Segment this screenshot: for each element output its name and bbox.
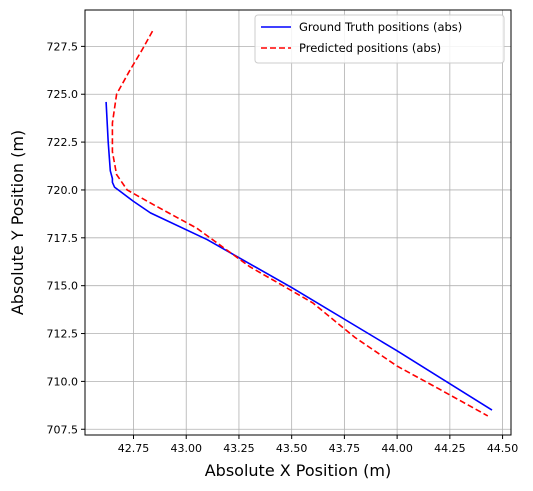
series-lines [105, 30, 493, 417]
series-line-1 [111, 30, 489, 417]
x-tick-label: 43.00 [170, 442, 202, 455]
x-axis-title: Absolute X Position (m) [205, 461, 392, 480]
x-tick-label: 44.00 [381, 442, 413, 455]
y-tick-label: 717.5 [47, 232, 79, 245]
y-tick-label: 707.5 [47, 423, 79, 436]
y-tick-label: 722.5 [47, 136, 79, 149]
x-axis: 42.75 43.00 43.25 43.50 43.75 44.00 44.25 44.50 [118, 435, 519, 455]
grid [85, 10, 511, 435]
y-tick-label: 712.5 [47, 328, 79, 341]
y-tick-label: 727.5 [47, 40, 79, 53]
y-tick-label: 710.0 [47, 375, 79, 388]
legend: Ground Truth positions (abs) Predicted po… [254, 14, 505, 64]
legend-label-1: Predicted positions (abs) [299, 41, 441, 55]
legend-label-0: Ground Truth positions (abs) [299, 20, 462, 34]
x-tick-label: 42.75 [118, 442, 150, 455]
x-tick-label: 44.50 [487, 442, 519, 455]
y-axis-title: Absolute Y Position (m) [8, 130, 27, 315]
y-tick-label: 720.0 [47, 184, 79, 197]
y-tick-label: 715.0 [47, 280, 79, 293]
y-tick-label: 725.0 [47, 88, 79, 101]
y-axis: 707.5 710.0 712.5 715.0 717.5 720.0 722.5 725.0… [47, 40, 85, 436]
x-tick-label: 44.25 [434, 442, 466, 455]
x-tick-label: 43.50 [276, 442, 308, 455]
x-tick-label: 43.25 [223, 442, 255, 455]
x-tick-label: 43.75 [329, 442, 361, 455]
legend-box [254, 14, 505, 64]
plot-frame [84, 9, 512, 436]
series-line-0 [105, 101, 493, 411]
